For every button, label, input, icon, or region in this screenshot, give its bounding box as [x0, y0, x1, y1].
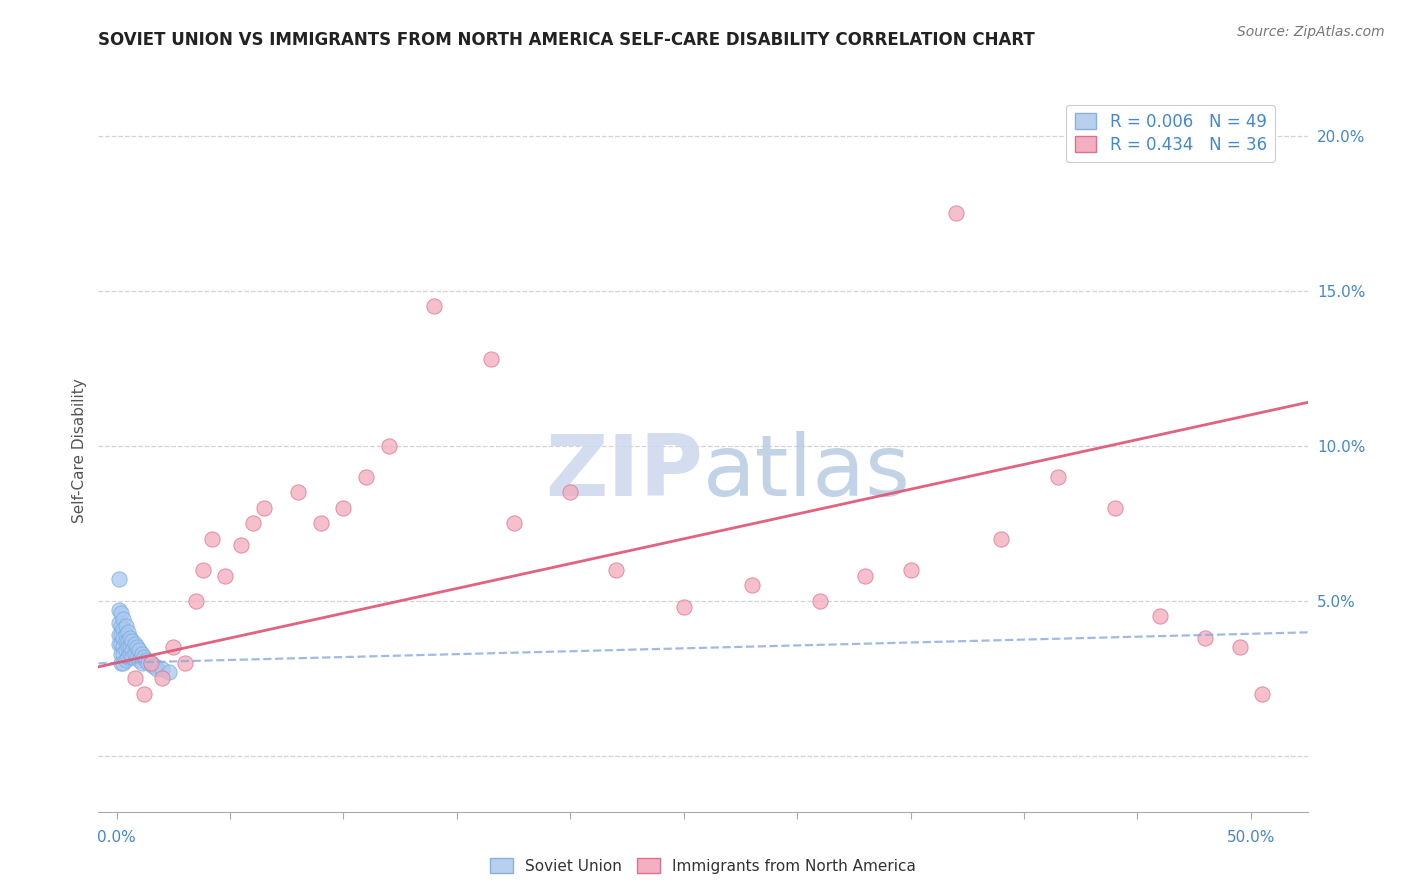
Point [117, 649, 139, 664]
Point [150, 672, 173, 686]
Point [121, 643, 143, 657]
Point [242, 516, 264, 531]
Text: atlas: atlas [703, 431, 911, 514]
Point [112, 656, 135, 670]
Legend: R = 0.006   N = 49, R = 0.434   N = 36: R = 0.006 N = 49, R = 0.434 N = 36 [1066, 104, 1275, 162]
Point [108, 603, 131, 617]
Point [108, 572, 131, 586]
Point [191, 563, 214, 577]
Point [108, 637, 131, 651]
Point [112, 622, 135, 636]
Point [1251, 687, 1274, 701]
Point [117, 640, 139, 655]
Point [502, 516, 524, 531]
Point [114, 634, 136, 648]
Point [1149, 609, 1171, 624]
Point [135, 653, 157, 667]
Point [1229, 640, 1251, 655]
Point [1194, 631, 1216, 645]
Point [139, 656, 162, 670]
Point [110, 618, 132, 632]
Point [1104, 500, 1126, 515]
Point [112, 631, 135, 645]
Y-axis label: Self-Care Disability: Self-Care Disability [72, 378, 87, 523]
Point [110, 637, 132, 651]
Point [378, 439, 401, 453]
Point [120, 647, 142, 661]
Point [146, 662, 169, 676]
Point [184, 594, 207, 608]
Point [1047, 470, 1070, 484]
Point [112, 640, 135, 655]
Point [125, 649, 148, 664]
Point [853, 569, 876, 583]
Text: ZIP: ZIP [546, 431, 703, 514]
Point [143, 659, 166, 673]
Point [121, 634, 143, 648]
Point [124, 672, 146, 686]
Point [231, 538, 253, 552]
Point [945, 206, 967, 220]
Point [128, 653, 150, 667]
Point [108, 628, 131, 642]
Text: SOVIET UNION VS IMMIGRANTS FROM NORTH AMERICA SELF-CARE DISABILITY CORRELATION C: SOVIET UNION VS IMMIGRANTS FROM NORTH AM… [98, 31, 1035, 49]
Point [332, 500, 354, 515]
Point [128, 643, 150, 657]
Point [108, 615, 131, 630]
Point [117, 624, 139, 639]
Point [114, 653, 136, 667]
Point [131, 647, 153, 661]
Text: 50.0%: 50.0% [1226, 830, 1275, 846]
Point [253, 500, 276, 515]
Point [560, 485, 582, 500]
Point [131, 656, 153, 670]
Point [142, 659, 165, 673]
Point [120, 640, 142, 655]
Point [112, 647, 135, 661]
Point [990, 532, 1012, 546]
Point [157, 665, 180, 680]
Point [479, 351, 502, 366]
Point [605, 563, 627, 577]
Point [173, 656, 195, 670]
Point [150, 662, 173, 676]
Point [114, 628, 136, 642]
Point [132, 649, 155, 664]
Point [125, 640, 148, 655]
Point [110, 656, 132, 670]
Point [139, 656, 162, 670]
Point [120, 631, 142, 645]
Point [121, 649, 143, 664]
Point [136, 656, 159, 670]
Point [741, 578, 763, 592]
Point [124, 637, 146, 651]
Point [423, 299, 446, 313]
Point [124, 647, 146, 661]
Text: Source: ZipAtlas.com: Source: ZipAtlas.com [1237, 25, 1385, 39]
Point [309, 516, 332, 531]
Point [354, 470, 377, 484]
Point [117, 634, 139, 648]
Text: 0.0%: 0.0% [97, 830, 136, 846]
Point [900, 563, 922, 577]
Point [110, 628, 132, 642]
Point [808, 594, 831, 608]
Point [201, 532, 224, 546]
Point [114, 643, 136, 657]
Point [672, 600, 695, 615]
Point [112, 612, 135, 626]
Point [132, 687, 155, 701]
Point [214, 569, 236, 583]
Point [162, 640, 184, 655]
Point [110, 647, 132, 661]
Point [114, 618, 136, 632]
Legend: Soviet Union, Immigrants from North America: Soviet Union, Immigrants from North Amer… [484, 852, 922, 880]
Point [287, 485, 309, 500]
Point [110, 607, 132, 621]
